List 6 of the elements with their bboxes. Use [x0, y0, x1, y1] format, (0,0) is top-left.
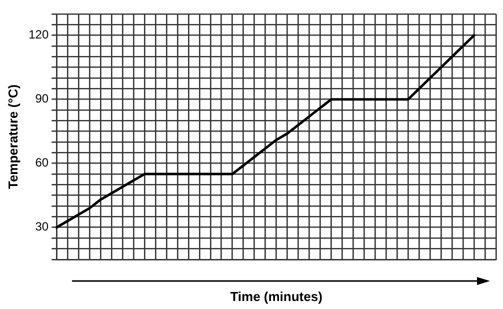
- y-tick-label: 30: [35, 220, 49, 234]
- y-tick-label: 60: [35, 156, 49, 170]
- x-axis-title: Time (minutes): [230, 288, 322, 304]
- y-tick-label: 120: [28, 28, 49, 42]
- y-tick-label: 90: [35, 92, 49, 106]
- y-axis-title: Temperature (°C): [5, 84, 20, 190]
